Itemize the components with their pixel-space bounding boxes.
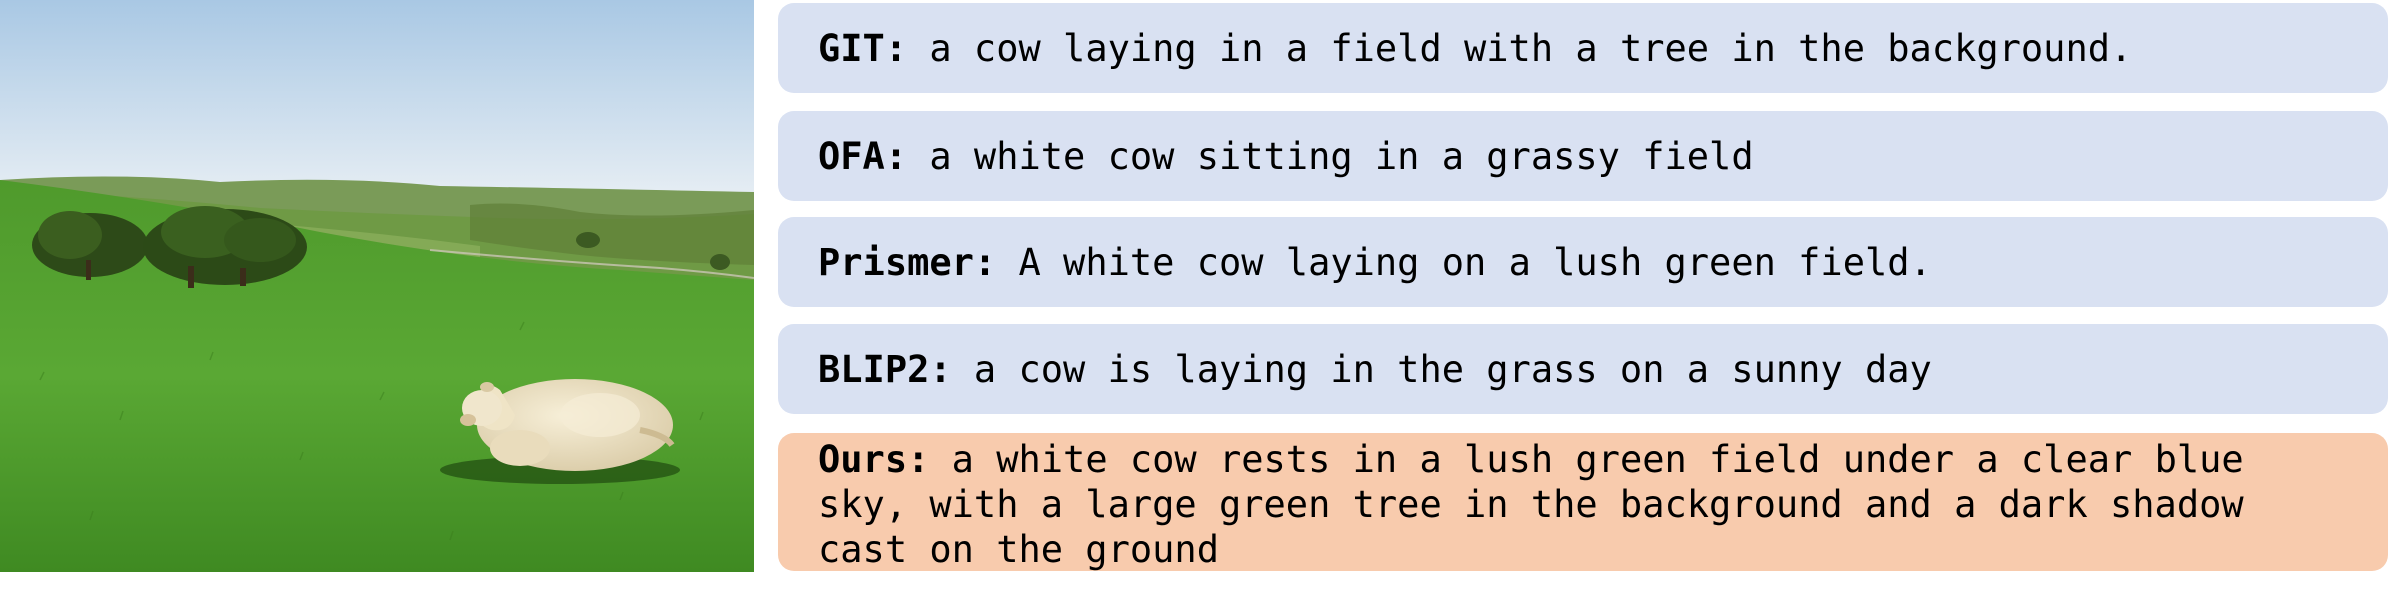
caption-prismer: Prismer: A white cow laying on a lush gr… bbox=[778, 217, 2388, 307]
caption-ours: Ours: a white cow rests in a lush green … bbox=[778, 433, 2388, 571]
caption-body: a cow laying in a field with a tree in t… bbox=[907, 26, 2133, 70]
caption-body: a white cow sitting in a grassy field bbox=[907, 134, 1754, 178]
caption-body: a cow is laying in the grass on a sunny … bbox=[951, 347, 1932, 391]
example-photo bbox=[0, 0, 754, 572]
model-name: BLIP2: bbox=[818, 347, 952, 391]
caption-git: GIT: a cow laying in a field with a tree… bbox=[778, 3, 2388, 93]
caption-ofa: OFA: a white cow sitting in a grassy fie… bbox=[778, 111, 2388, 201]
caption-text: Prismer: A white cow laying on a lush gr… bbox=[818, 240, 1932, 285]
caption-text: BLIP2: a cow is laying in the grass on a… bbox=[818, 347, 1932, 392]
caption-text: Ours: a white cow rests in a lush green … bbox=[818, 437, 2348, 572]
model-name: GIT: bbox=[818, 26, 908, 70]
model-name: Ours: bbox=[818, 438, 930, 481]
caption-text: GIT: a cow laying in a field with a tree… bbox=[818, 26, 2132, 71]
caption-body: a white cow rests in a lush green field … bbox=[818, 438, 2266, 571]
model-name: OFA: bbox=[818, 134, 908, 178]
model-name: Prismer: bbox=[818, 240, 997, 284]
cow-field-image bbox=[0, 0, 754, 572]
caption-blip2: BLIP2: a cow is laying in the grass on a… bbox=[778, 324, 2388, 414]
caption-body: A white cow laying on a lush green field… bbox=[996, 240, 1932, 284]
caption-text: OFA: a white cow sitting in a grassy fie… bbox=[818, 134, 1754, 179]
caption-comparison: GIT: a cow laying in a field with a tree… bbox=[778, 3, 2390, 571]
